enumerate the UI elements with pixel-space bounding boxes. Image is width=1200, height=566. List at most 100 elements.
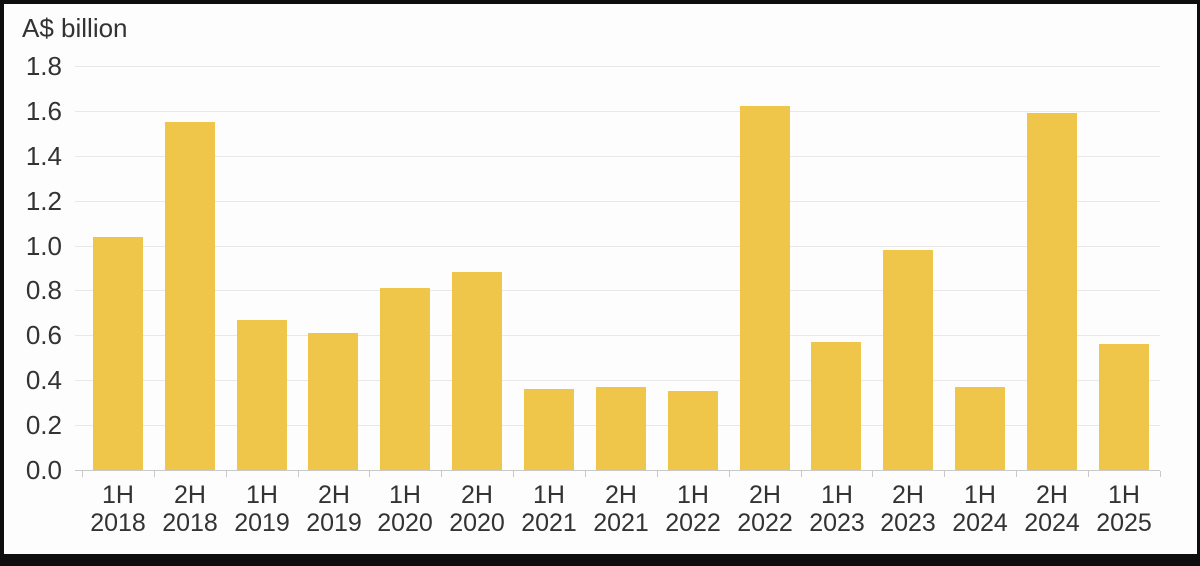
x-axis-line <box>75 470 1160 471</box>
bar-2h-2018 <box>165 122 215 470</box>
gridline <box>75 290 1160 291</box>
x-tick-label-line: 2H <box>892 481 924 509</box>
y-tick-label: 1.2 <box>25 186 62 216</box>
y-tick-label: 0.6 <box>25 320 62 350</box>
y-tick-label: 0.8 <box>25 275 62 305</box>
x-tick-mark <box>1160 471 1161 477</box>
x-tick-label: 2H 2021 <box>585 481 657 537</box>
bar-1h-2024 <box>955 387 1005 470</box>
y-axis-unit-label: A$ billion <box>22 13 128 43</box>
x-tick-label-line: 2023 <box>880 509 936 537</box>
x-tick-mark <box>226 471 227 477</box>
y-tick-label: 1.8 <box>25 51 62 81</box>
x-tick-label-line: 2018 <box>162 509 218 537</box>
x-tick-mark <box>872 471 873 477</box>
x-tick-label-line: 2021 <box>593 509 649 537</box>
x-tick-label-line: 2H <box>605 481 637 509</box>
gridline <box>75 111 1160 112</box>
y-tick-label: 0.0 <box>25 455 62 485</box>
x-tick-label: 1H 2023 <box>801 481 873 537</box>
x-tick-label: 2H 2018 <box>154 481 226 537</box>
gridline <box>75 66 1160 67</box>
x-tick-label-line: 1H <box>821 481 853 509</box>
bar-2h-2022 <box>740 106 790 470</box>
x-tick-label-line: 2H <box>318 481 350 509</box>
x-tick-label-line: 2019 <box>306 509 362 537</box>
x-tick-label-line: 1H <box>246 481 278 509</box>
x-tick-label-line: 2021 <box>521 509 577 537</box>
x-tick-label: 2H 2019 <box>298 481 370 537</box>
x-tick-label-line: 2H <box>174 481 206 509</box>
x-tick-mark <box>1088 471 1089 477</box>
bar-2h-2019 <box>308 333 358 470</box>
x-tick-label-line: 2025 <box>1096 509 1152 537</box>
x-tick-label-line: 2024 <box>952 509 1008 537</box>
x-tick-label-line: 2022 <box>737 509 793 537</box>
bar-1h-2020 <box>380 288 430 470</box>
x-tick-mark <box>298 471 299 477</box>
x-tick-label: 1H 2018 <box>82 481 154 537</box>
bar-1h-2022 <box>668 391 718 470</box>
bar-2h-2023 <box>883 250 933 470</box>
x-tick-mark <box>369 471 370 477</box>
x-tick-label-line: 2019 <box>234 509 290 537</box>
x-tick-mark <box>657 471 658 477</box>
gridline <box>75 335 1160 336</box>
x-tick-label: 1H 2021 <box>513 481 585 537</box>
bar-2h-2021 <box>596 387 646 470</box>
y-tick-label: 1.6 <box>25 96 62 126</box>
gridline <box>75 380 1160 381</box>
x-tick-label-line: 2020 <box>377 509 433 537</box>
x-tick-mark <box>729 471 730 477</box>
frame-edge-top <box>0 0 1200 4</box>
y-tick-label: 1.0 <box>25 231 62 261</box>
x-tick-label-line: 1H <box>533 481 565 509</box>
x-tick-label-line: 2022 <box>665 509 721 537</box>
x-tick-label-line: 2020 <box>449 509 505 537</box>
x-tick-mark <box>801 471 802 477</box>
bar-1h-2025 <box>1099 344 1149 470</box>
x-tick-label: 1H 2022 <box>657 481 729 537</box>
y-tick-label: 0.4 <box>25 365 62 395</box>
x-tick-label-line: 1H <box>964 481 996 509</box>
x-tick-mark <box>944 471 945 477</box>
gridline <box>75 156 1160 157</box>
x-tick-label: 1H 2020 <box>369 481 441 537</box>
gridline <box>75 246 1160 247</box>
x-tick-label: 1H 2024 <box>944 481 1016 537</box>
bar-1h-2018 <box>93 237 143 470</box>
bar-2h-2020 <box>452 272 502 470</box>
x-tick-mark <box>1016 471 1017 477</box>
x-tick-label-line: 1H <box>677 481 709 509</box>
frame-edge-right <box>1197 0 1200 566</box>
x-tick-label-line: 2H <box>461 481 493 509</box>
bar-1h-2023 <box>811 342 861 470</box>
frame-edge-bottom <box>0 554 1200 566</box>
x-tick-label-line: 2023 <box>809 509 865 537</box>
y-tick-label: 0.2 <box>25 410 62 440</box>
x-tick-label: 2H 2020 <box>441 481 513 537</box>
bar-1h-2019 <box>237 320 287 470</box>
x-tick-label: 2H 2023 <box>872 481 944 537</box>
x-tick-mark <box>585 471 586 477</box>
gridline <box>75 201 1160 202</box>
x-tick-label-line: 1H <box>389 481 421 509</box>
x-tick-mark <box>154 471 155 477</box>
frame-edge-left <box>0 0 4 566</box>
x-tick-label-line: 2H <box>1036 481 1068 509</box>
bar-2h-2024 <box>1027 113 1077 470</box>
bar-1h-2021 <box>524 389 574 470</box>
x-tick-label-line: 2018 <box>90 509 146 537</box>
x-tick-label-line: 2024 <box>1024 509 1080 537</box>
x-tick-mark <box>513 471 514 477</box>
x-tick-label-line: 1H <box>102 481 134 509</box>
x-tick-mark <box>82 471 83 477</box>
x-tick-label-line: 1H <box>1108 481 1140 509</box>
x-tick-label: 2H 2024 <box>1016 481 1088 537</box>
x-tick-label: 1H 2019 <box>226 481 298 537</box>
y-tick-label: 1.4 <box>25 141 62 171</box>
x-tick-label: 1H 2025 <box>1088 481 1160 537</box>
x-tick-label-line: 2H <box>749 481 781 509</box>
